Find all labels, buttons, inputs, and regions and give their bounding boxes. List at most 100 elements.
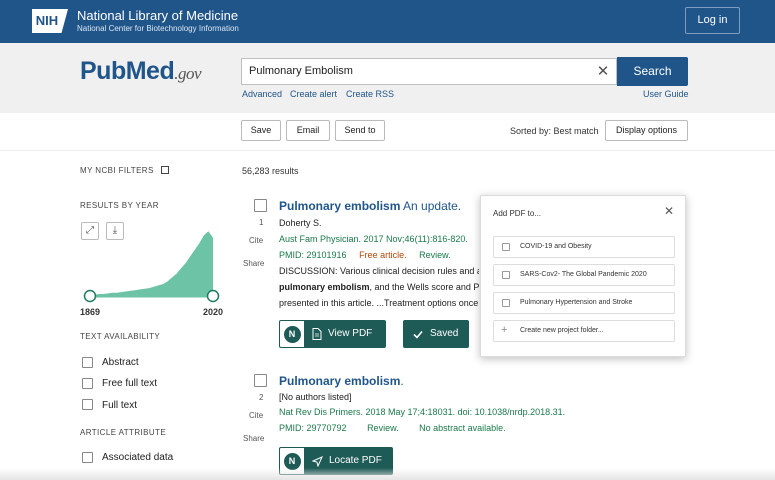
result-1-citation: Aust Fam Physician. 2017 Nov;46(11):816-…	[279, 234, 468, 244]
result-1-checkbox[interactable]	[254, 199, 267, 212]
bottom-fade	[0, 468, 775, 480]
advanced-link[interactable]: Advanced	[242, 89, 283, 99]
nlm-title[interactable]: National Library of Medicine	[77, 8, 239, 23]
search-input[interactable]: Pulmonary Embolism	[241, 58, 617, 85]
results-action-bar: Save Email Send to Sorted by: Best match…	[0, 113, 775, 151]
result-1-free-article: Free article.	[359, 250, 407, 260]
my-ncbi-filters-heading[interactable]: MY NCBI FILTERS	[80, 166, 170, 175]
result-1-share-button[interactable]: Share	[243, 259, 265, 268]
results-count: 56,283 results	[242, 166, 299, 176]
plus-icon: +	[501, 324, 508, 336]
my-ncbi-filters-label: MY NCBI FILTERS	[80, 166, 154, 175]
create-folder-button[interactable]: + Create new project folder...	[493, 320, 675, 342]
result-2-title-link[interactable]: Pulmonary embolism.	[279, 374, 404, 388]
email-button[interactable]: Email	[286, 120, 330, 141]
folder-label: SARS-Cov2- The Global Pandemic 2020	[520, 271, 647, 278]
ncbi-subtitle: National Center for Biotechnology Inform…	[77, 24, 239, 33]
result-1-view-pdf-label: View PDF	[328, 328, 373, 339]
result-2-checkbox[interactable]	[254, 374, 267, 387]
result-1-snippet-3: presented in this article. ...Treatment …	[279, 298, 479, 308]
result-1-meta-line: PMID: 29101916 Free article. Review.	[279, 250, 479, 260]
result-1-title-bold: Pulmonary embolism	[279, 199, 401, 213]
results-by-year-chart: ⤢ ⤓	[80, 222, 230, 322]
result-2-authors: [No authors listed]	[279, 392, 352, 402]
associated-data-filter-label[interactable]: Associated data	[102, 452, 174, 463]
external-link-icon[interactable]	[161, 166, 170, 174]
result-1-number: 1	[259, 218, 264, 227]
clear-search-icon[interactable]: ✕	[596, 63, 610, 80]
full-text-checkbox[interactable]	[82, 399, 93, 410]
year-slider-start-handle[interactable]	[83, 289, 97, 303]
result-1-snippet-2: pulmonary embolism, and the Wells score …	[279, 282, 479, 292]
result-1-pmid: PMID: 29101916	[279, 250, 347, 260]
display-options-button[interactable]: Display options	[605, 120, 688, 141]
send-to-button[interactable]: Send to	[335, 120, 385, 141]
result-1-view-pdf-button[interactable]: N View PDF	[279, 320, 386, 348]
result-1-title-rest: An update.	[400, 199, 462, 213]
user-guide-link[interactable]: User Guide	[643, 89, 689, 99]
popup-folder-option[interactable]: SARS-Cov2- The Global Pandemic 2020	[493, 264, 675, 286]
result-1-snippet-2-rest: , and the Wells score and Pu	[369, 282, 479, 292]
login-button[interactable]: Log in	[685, 7, 740, 34]
abstract-checkbox[interactable]	[82, 357, 93, 368]
year-slider-end-handle[interactable]	[206, 289, 220, 303]
location-arrow-icon	[312, 455, 323, 467]
result-2-pdf-badge: N	[280, 448, 304, 474]
folder-label: Pulmonary Hypertension and Stroke	[520, 299, 633, 306]
result-1-saved-button[interactable]: Saved	[403, 320, 469, 348]
result-2-share-button[interactable]: Share	[243, 434, 265, 443]
folder-checkbox[interactable]	[502, 271, 510, 279]
folder-checkbox[interactable]	[502, 243, 510, 251]
result-1-saved-label: Saved	[430, 328, 459, 339]
create-alert-link[interactable]: Create alert	[290, 89, 338, 99]
result-2-meta-line: PMID: 29770792 Review. No abstract avail…	[279, 423, 506, 433]
checkmark-icon	[413, 330, 423, 339]
search-button[interactable]: Search	[617, 57, 688, 86]
histogram-area	[90, 231, 213, 296]
add-pdf-popup: Add PDF to... ✕ COVID-19 and Obesity SAR…	[480, 195, 686, 357]
abstract-filter-label[interactable]: Abstract	[102, 357, 139, 368]
result-1-pdf-badge: N	[280, 321, 304, 347]
year-start-label: 1869	[80, 307, 101, 317]
download-icon[interactable]: ⤓	[106, 222, 124, 240]
results-by-year-heading: RESULTS BY YEAR	[80, 201, 159, 210]
popup-folder-option[interactable]: Pulmonary Hypertension and Stroke	[493, 292, 675, 314]
save-button[interactable]: Save	[241, 120, 281, 141]
nih-logo[interactable]: NIH	[32, 9, 68, 33]
folder-label: COVID-19 and Obesity	[520, 243, 592, 250]
result-2-citation: Nat Rev Dis Primers. 2018 May 17;4:18031…	[279, 407, 566, 417]
close-icon[interactable]: ✕	[664, 204, 675, 218]
create-folder-label: Create new project folder...	[520, 327, 604, 334]
n-badge-icon: N	[283, 325, 301, 343]
result-2-title-rest: .	[400, 374, 404, 388]
text-availability-heading: TEXT AVAILABILITY	[80, 332, 161, 341]
full-text-filter-label[interactable]: Full text	[102, 400, 138, 411]
n-badge-icon: N	[283, 452, 301, 470]
result-2-no-abstract: No abstract available.	[419, 423, 506, 433]
article-attribute-heading: ARTICLE ATTRIBUTE	[80, 428, 167, 437]
result-1-view-pdf-main[interactable]: View PDF	[304, 321, 385, 347]
result-2-cite-button[interactable]: Cite	[249, 411, 264, 420]
popup-title: Add PDF to...	[493, 209, 542, 218]
associated-data-checkbox[interactable]	[82, 452, 93, 463]
result-1-snippet-keyword: pulmonary embolism	[279, 282, 370, 292]
pubmed-logo-suffix: .gov	[174, 64, 202, 83]
nih-header: NIH National Library of Medicine Nationa…	[0, 0, 775, 43]
create-rss-link[interactable]: Create RSS	[346, 89, 395, 99]
popup-folder-option[interactable]: COVID-19 and Obesity	[493, 236, 675, 258]
expand-icon[interactable]: ⤢	[81, 222, 99, 240]
histogram-svg	[83, 231, 220, 303]
sort-indicator: Sorted by: Best match	[510, 126, 599, 136]
result-1-authors: Doherty S.	[279, 218, 322, 228]
result-1-title-link[interactable]: Pulmonary embolism An update.	[279, 199, 461, 213]
result-2-type: Review.	[367, 423, 399, 433]
result-2-number: 2	[259, 393, 264, 402]
document-icon	[312, 328, 322, 340]
folder-checkbox[interactable]	[502, 299, 510, 307]
pubmed-logo[interactable]: PubMed.gov	[80, 57, 202, 86]
result-1-cite-button[interactable]: Cite	[249, 236, 264, 245]
result-2-locate-pdf-label: Locate PDF	[329, 455, 382, 466]
free-full-text-filter-label[interactable]: Free full text	[102, 378, 158, 389]
result-1-snippet-1: DISCUSSION: Various clinical decision ru…	[279, 266, 479, 276]
free-full-text-checkbox[interactable]	[82, 378, 93, 389]
